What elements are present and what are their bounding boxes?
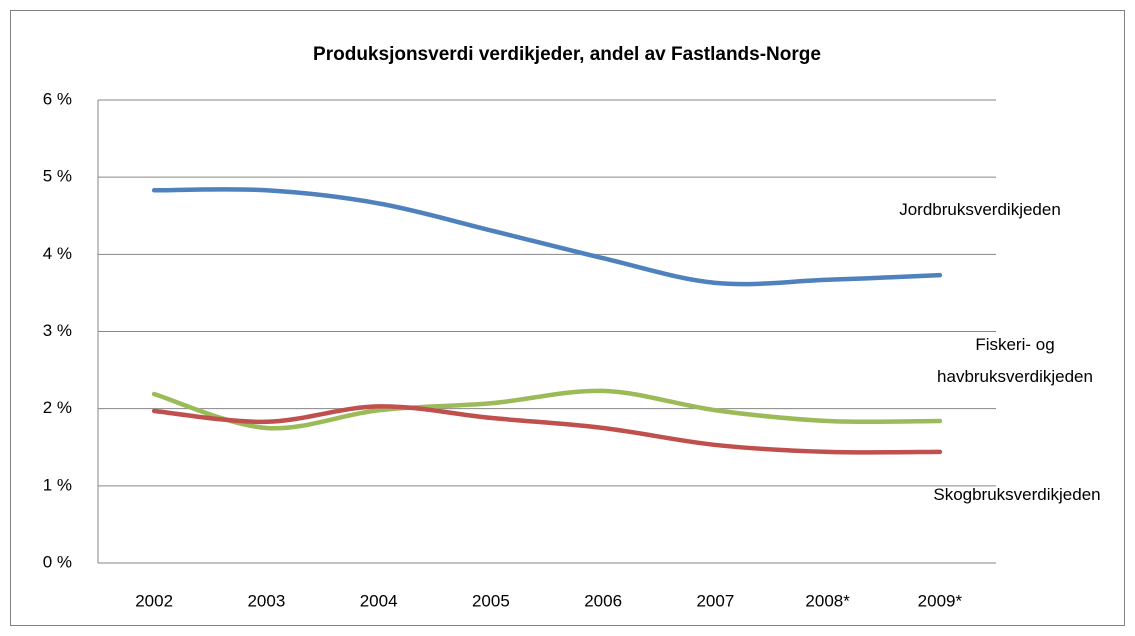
y-tick-label: 1 % — [43, 475, 72, 494]
x-tick-label: 2004 — [360, 591, 398, 610]
series-label: Fiskeri- og havbruksverdikjeden — [937, 335, 1093, 386]
series-line — [151, 404, 943, 455]
x-tick-label: 2005 — [472, 591, 510, 610]
x-tick-label: 2002 — [135, 591, 173, 610]
x-tick-label: 2007 — [696, 591, 734, 610]
y-tick-label: 2 % — [43, 398, 72, 417]
x-tick-label: 2009* — [918, 591, 963, 610]
y-tick-label: 3 % — [43, 321, 72, 340]
y-tick-label: 5 % — [43, 167, 72, 186]
chart-frame — [10, 10, 1125, 626]
x-tick-label: 2003 — [247, 591, 285, 610]
chart-title: Produksjonsverdi verdikjeder, andel av F… — [313, 44, 821, 65]
x-tick-label: 2008* — [805, 591, 850, 610]
y-tick-label: 0 % — [43, 552, 72, 571]
x-tick-label: 2006 — [584, 591, 622, 610]
series-line — [151, 187, 943, 287]
series-line — [151, 388, 943, 431]
series-label: Jordbruksverdikjeden — [899, 200, 1061, 219]
y-tick-label: 4 % — [43, 244, 72, 263]
y-tick-label: 6 % — [43, 89, 72, 108]
series-label: Skogbruksverdikjeden — [933, 485, 1101, 504]
